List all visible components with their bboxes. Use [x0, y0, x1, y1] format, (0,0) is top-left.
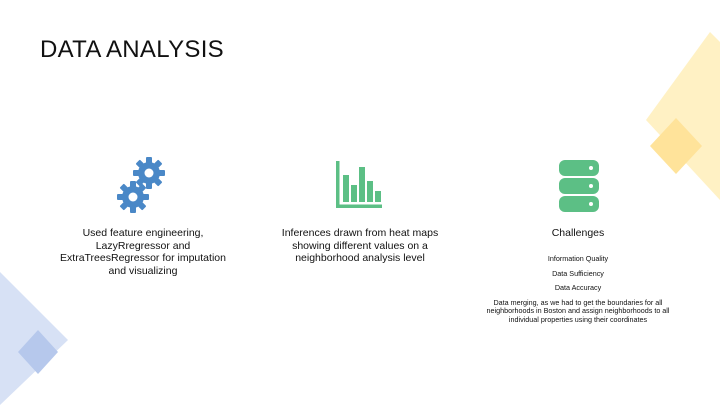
challenge-item: Data Accuracy: [554, 283, 602, 293]
heat-maps-text: Inferences drawn from heat maps showing …: [281, 227, 439, 264]
challenge-item: Data merging, as we had to get the bound…: [486, 297, 670, 324]
bar-chart-icon: [336, 161, 382, 208]
challenge-item: Data Sufficiency: [552, 268, 604, 278]
database-icon: [559, 160, 599, 212]
challenge-item: Information Quality: [547, 254, 609, 263]
feature-engineering-text: Used feature engineering, LazyRregressor…: [60, 227, 226, 277]
gears-icon: [117, 157, 165, 213]
deco-blue-diamond-small: [18, 330, 58, 374]
deco-yellow-diamond-large: [646, 32, 720, 200]
challenges-list: Information Quality Data Sufficiency Dat…: [478, 254, 678, 331]
page-title: DATA ANALYSIS: [40, 36, 224, 63]
deco-yellow-diamond-small: [650, 118, 702, 174]
challenges-heading: Challenges: [551, 227, 605, 239]
